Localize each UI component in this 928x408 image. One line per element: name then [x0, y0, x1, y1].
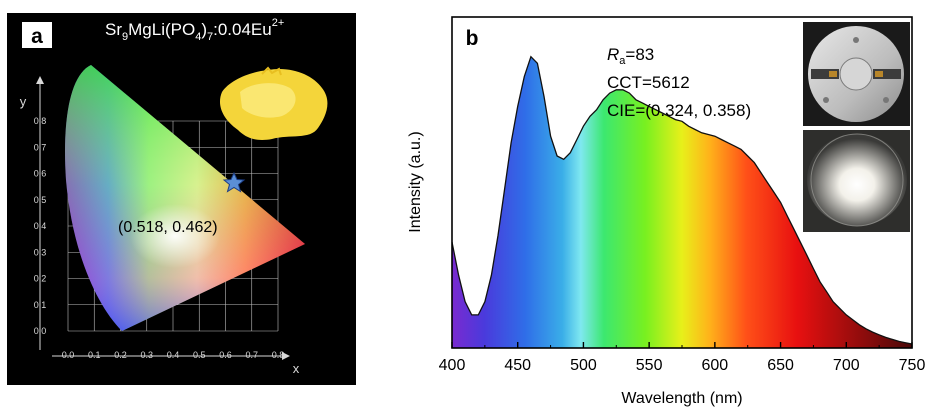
cie-point-annotation: (0.518, 0.462): [118, 219, 218, 236]
cie-x-tick-label: 0.8: [272, 350, 285, 360]
y-axis-arrow: [36, 76, 44, 350]
panel-a-label: a: [31, 25, 43, 48]
white-point-glow: [130, 204, 220, 268]
y-axis-label: Intensity (a.u.): [407, 131, 424, 232]
ra-text: Ra=83: [607, 45, 654, 67]
star-marker: [222, 171, 246, 193]
formula-part: :0.04Eu: [213, 20, 272, 39]
panel-b: 400 450 500 550 600 650 700 750 b Ra=83 CCT=561…: [407, 16, 926, 407]
cie-x-tick-label: 0.7: [245, 350, 258, 360]
lit-led-photo: [803, 130, 910, 232]
ra-value: =83: [625, 45, 654, 64]
cie-color-overlay: [65, 65, 305, 331]
ra-symbol: R: [607, 45, 619, 64]
led-device-photo: [803, 22, 910, 126]
x-tick-label: 500: [570, 357, 597, 374]
formula-part: 7: [207, 31, 213, 43]
formula-part: Sr: [105, 20, 122, 39]
panel-a-label-box: [22, 22, 52, 48]
x-tick-label: 600: [702, 357, 729, 374]
x-tick-label: 550: [636, 357, 663, 374]
formula-title: Sr9MgLi(PO4)7:0.04Eu2+: [105, 17, 284, 43]
formula-part: 2+: [272, 17, 285, 29]
formula-part: 4: [195, 31, 201, 43]
x-ticks: 400 450 500 550 600 650 700 750: [439, 342, 926, 374]
x-tick-label: 400: [439, 357, 466, 374]
x-tick-label: 450: [504, 357, 531, 374]
panel-a: 0.0 0.1 0.2 0.3 0.4 0.5 0.6 0.7 0.80.00.10.20.30…: [7, 13, 356, 385]
cie-x-tick-label: 0.1: [88, 350, 101, 360]
panel-b-label: b: [466, 27, 479, 50]
panel-b-label-box: [458, 24, 488, 48]
x-axis-label: Wavelength (nm): [621, 390, 742, 407]
cct-text: CCT=5612: [607, 73, 690, 92]
cie-x-axis-label: x: [293, 361, 300, 376]
cie-x-tick-label: 0.4: [167, 350, 180, 360]
cie-x-tick-label: 0.3: [140, 350, 153, 360]
ra-subscript: a: [619, 55, 626, 67]
cie-x-tick-label: 0.5: [193, 350, 206, 360]
cie-x-tick-label: 0.2: [114, 350, 127, 360]
yellow-phosphor-powder-photo: [219, 66, 328, 140]
formula-part: MgLi(PO: [128, 20, 195, 39]
cie-x-tick-label: 0.0: [62, 350, 75, 360]
x-tick-label: 650: [767, 357, 794, 374]
formula-part: 9: [122, 31, 128, 43]
x-axis-arrow: [52, 352, 290, 360]
cie-text: CIE=(0.324, 0.358): [607, 101, 751, 120]
spectrum-line: [451, 55, 913, 345]
x-tick-label: 750: [899, 357, 926, 374]
cie-x-tick-label: 0.6: [219, 350, 232, 360]
cie-y-axis-label: y: [20, 94, 27, 109]
x-tick-label: 700: [833, 357, 860, 374]
formula-part: ): [201, 20, 207, 39]
spectrum-area: [452, 56, 912, 348]
